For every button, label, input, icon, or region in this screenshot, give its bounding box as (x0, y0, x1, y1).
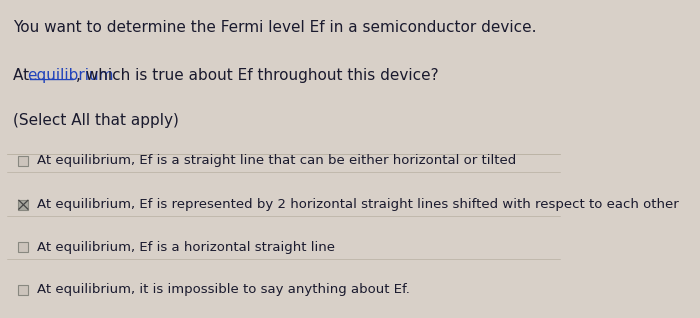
Text: At equilibrium, it is impossible to say anything about Ef.: At equilibrium, it is impossible to say … (37, 283, 409, 296)
Text: At equilibrium, Ef is a straight line that can be either horizontal or tilted: At equilibrium, Ef is a straight line th… (37, 154, 516, 167)
FancyBboxPatch shape (18, 200, 29, 210)
Text: At equilibrium, Ef is a horizontal straight line: At equilibrium, Ef is a horizontal strai… (37, 241, 335, 254)
Text: You want to determine the Fermi level Ef in a semiconductor device.: You want to determine the Fermi level Ef… (13, 20, 536, 35)
Text: At: At (13, 68, 34, 83)
Text: At equilibrium, Ef is represented by 2 horizontal straight lines shifted with re: At equilibrium, Ef is represented by 2 h… (37, 198, 679, 211)
FancyBboxPatch shape (18, 285, 29, 295)
Text: equilibrium: equilibrium (27, 68, 114, 83)
Text: , which is true about Ef throughout this device?: , which is true about Ef throughout this… (76, 68, 439, 83)
FancyBboxPatch shape (18, 242, 29, 252)
FancyBboxPatch shape (18, 156, 29, 166)
Text: (Select All that apply): (Select All that apply) (13, 113, 178, 128)
